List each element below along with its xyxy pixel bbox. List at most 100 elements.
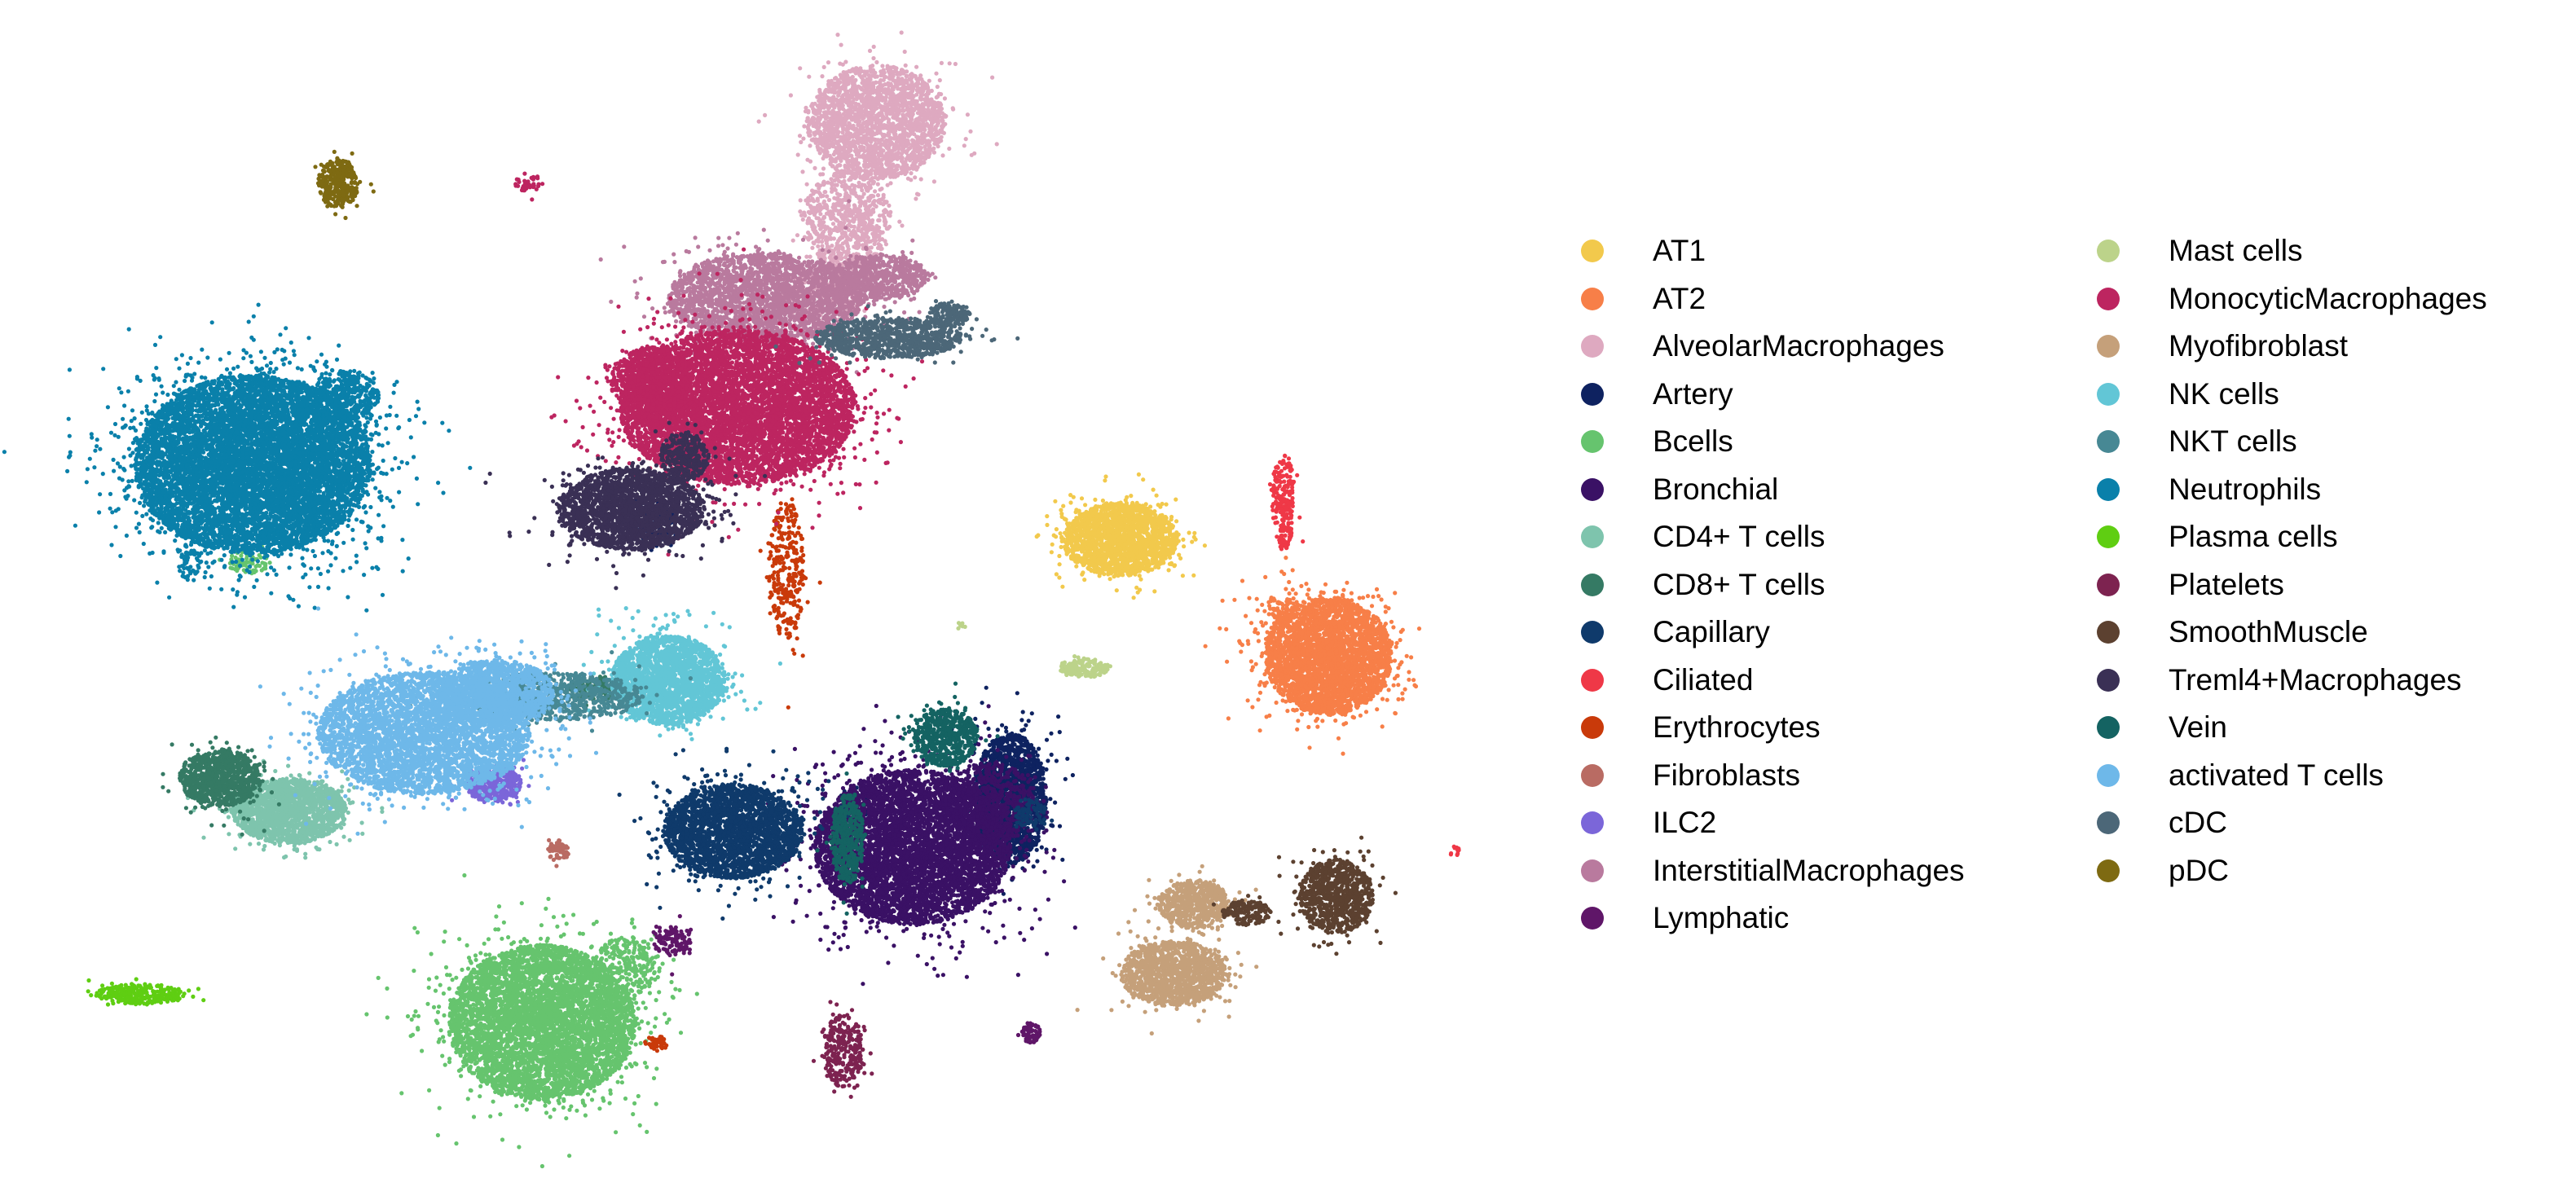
scatter-point <box>1129 494 1133 498</box>
scatter-point <box>1132 596 1136 600</box>
scatter-point <box>1035 534 1039 538</box>
scatter-point <box>1060 585 1064 589</box>
scatter-point <box>1141 538 1145 542</box>
scatter-point <box>1083 551 1087 555</box>
scatter-point <box>1083 533 1087 537</box>
scatter-point <box>1059 508 1063 512</box>
scatter-point <box>1167 568 1171 572</box>
scatter-point <box>1063 545 1067 549</box>
scatter-point <box>1149 516 1153 521</box>
scatter-point <box>1074 508 1078 512</box>
scatter-point <box>1203 543 1207 547</box>
scatter-point <box>1090 514 1094 518</box>
scatter-point <box>1171 534 1175 538</box>
scatter-point <box>1066 537 1070 541</box>
scatter-point <box>1106 547 1110 552</box>
scatter-point <box>1171 551 1175 555</box>
scatter-point <box>1093 543 1097 547</box>
scatter-point <box>1072 520 1076 524</box>
scatter-point <box>1096 537 1100 541</box>
scatter-point <box>1153 532 1157 536</box>
scatter-point <box>1069 536 1073 540</box>
scatter-point <box>1151 560 1155 564</box>
scatter-point <box>1068 493 1072 497</box>
scatter-point <box>1139 516 1143 520</box>
scatter-point <box>1181 538 1185 542</box>
scatter-point <box>1107 565 1112 569</box>
scatter-point <box>1174 498 1178 502</box>
scatter-point <box>1145 541 1149 545</box>
scatter-point <box>1068 500 1072 504</box>
scatter-point <box>1100 534 1104 538</box>
scatter-point <box>1138 574 1142 578</box>
scatter-point <box>1094 505 1098 509</box>
scatter-point <box>1088 535 1092 539</box>
scatter-point <box>1146 551 1150 555</box>
scatter-point <box>1125 558 1129 562</box>
scatter-point <box>1098 570 1102 574</box>
scatter-point <box>1152 552 1156 556</box>
scatter-point <box>1132 558 1136 562</box>
scatter-point <box>1400 692 1404 696</box>
scatter-point <box>1055 527 1059 531</box>
scatter-point <box>1081 570 1085 574</box>
scatter-point <box>1190 540 1194 544</box>
scatter-point <box>1108 577 1112 581</box>
scatter-point <box>1050 543 1055 547</box>
scatter-point <box>1136 525 1140 529</box>
scatter-point <box>1125 569 1129 574</box>
scatter-point <box>1125 565 1129 569</box>
scatter-point <box>1057 554 1061 558</box>
scatter-point <box>1164 540 1168 544</box>
scatter-point <box>1161 560 1165 565</box>
scatter-point <box>1071 544 1075 548</box>
scatter-point <box>1101 499 1105 503</box>
scatter-point <box>1050 550 1054 554</box>
scatter-point <box>1178 556 1182 560</box>
scatter-point <box>1160 525 1165 530</box>
scatter-point <box>1092 521 1096 525</box>
scatter-point <box>1131 503 1135 507</box>
scatter-point <box>1112 521 1116 525</box>
scatter-point <box>1151 488 1156 492</box>
scatter-point <box>1136 556 1140 560</box>
scatter-point <box>1061 504 1065 508</box>
scatter-point <box>1045 523 1049 527</box>
scatter-point <box>1135 569 1139 574</box>
scatter-point <box>1112 569 1116 573</box>
scatter-point <box>1123 542 1127 546</box>
scatter-point <box>1154 517 1158 521</box>
scatter-point <box>1165 503 1169 507</box>
scatter-point <box>1085 546 1089 550</box>
scatter-point <box>1125 508 1129 512</box>
scatter-point <box>1112 554 1116 558</box>
series-at1 <box>1035 473 1207 600</box>
scatter-point <box>1100 549 1104 553</box>
scatter-point <box>1116 501 1121 505</box>
scatter-point <box>1107 526 1111 530</box>
scatter-point <box>1105 519 1109 523</box>
scatter-point <box>1122 507 1126 511</box>
scatter-point <box>1138 547 1143 551</box>
scatter-point <box>1075 516 1079 520</box>
scatter-point <box>1096 512 1100 516</box>
scatter-point <box>1112 515 1116 519</box>
scatter-point <box>1149 534 1153 538</box>
scatter-point <box>1103 474 1107 478</box>
scatter-point <box>1187 530 1191 534</box>
scatter-point <box>1096 552 1100 556</box>
scatter-point <box>1084 510 1088 514</box>
scatter-point <box>1125 495 1129 499</box>
scatter-point <box>1094 564 1098 568</box>
scatter-point <box>1117 511 1121 515</box>
scatter-point <box>1072 525 1077 530</box>
scatter-point <box>1066 548 1070 552</box>
scatter-point <box>1057 575 1061 579</box>
scatter-point <box>1052 534 1056 538</box>
scatter-point <box>1172 564 1176 568</box>
scatter-point <box>1064 517 1068 521</box>
scatter-point <box>1077 543 1081 547</box>
scatter-point <box>1066 523 1070 527</box>
series-at2 <box>1204 556 1422 756</box>
scatter-point <box>1162 552 1166 556</box>
